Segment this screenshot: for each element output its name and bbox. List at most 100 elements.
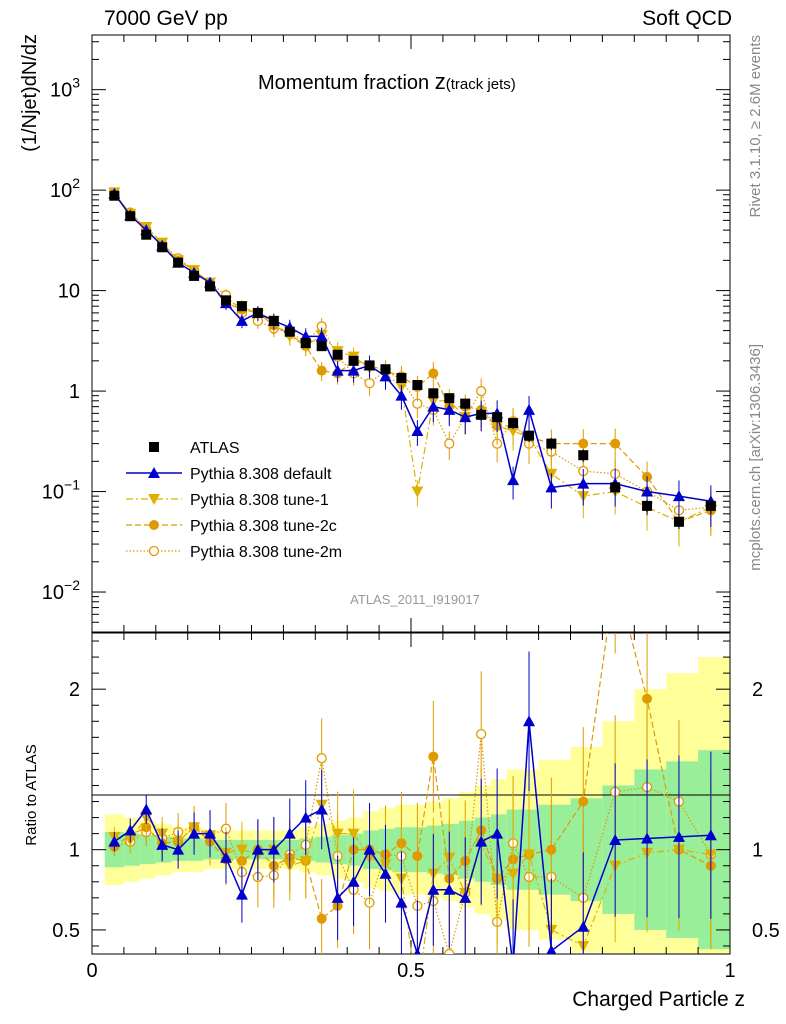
y-tick-label: 1: [69, 381, 80, 403]
data-point: [300, 338, 311, 349]
data-point: [189, 270, 200, 281]
legend-label: Pythia 8.308 tune-1: [190, 492, 329, 509]
mc-point: [316, 365, 327, 376]
ratio-point: [546, 844, 557, 855]
header-right: Soft QCD: [642, 7, 732, 30]
data-point: [332, 349, 343, 360]
main-series: [108, 187, 717, 547]
ratio-point: [610, 572, 620, 582]
data-point: [428, 388, 439, 399]
band-inner: [187, 838, 204, 861]
band-inner: [570, 798, 603, 902]
ratio-point: [363, 843, 376, 855]
ratio-point: [251, 843, 264, 855]
analysis-id: ATLAS_2011_I919017: [350, 592, 480, 607]
mc-point: [577, 477, 590, 489]
ratio-point: [156, 838, 169, 850]
ratio-point: [609, 834, 622, 846]
x-tick-label: 1: [724, 960, 735, 982]
data-point: [508, 418, 519, 429]
ratio-y-axis: 0.5 0.5 1 1 2 2: [52, 640, 780, 947]
mc-point: [507, 474, 520, 486]
mcplots-label: mcplots.cern.ch [arXiv:1306.3436]: [747, 344, 764, 571]
ratio-point: [459, 891, 472, 903]
main-y-axis: 10−2 10−1 1 10 102 103: [42, 41, 730, 633]
y-tick-label: 103: [50, 75, 80, 102]
ratio-point: [491, 827, 504, 839]
data-point: [268, 315, 279, 326]
data-point: [578, 450, 589, 461]
data-point: [380, 364, 391, 375]
legend-label: Pythia 8.308 default: [190, 466, 332, 483]
ratio-point: [299, 855, 312, 867]
ratio-point: [395, 896, 408, 908]
ratio-point: [577, 920, 590, 932]
ratio-point: [316, 913, 327, 924]
data-point: [412, 379, 423, 390]
ratio-point: [331, 891, 344, 903]
mc-point: [578, 438, 589, 449]
mc-point: [444, 438, 455, 449]
ratio-tick-label: 2: [69, 679, 80, 701]
ratio-point: [672, 830, 685, 842]
data-point: [205, 281, 216, 292]
data-point: [396, 372, 407, 383]
mc-point: [411, 486, 424, 498]
legend-marker: [149, 442, 159, 452]
data-point: [524, 430, 535, 441]
ratio-point: [578, 796, 589, 807]
x-tick-label: 0.5: [397, 960, 425, 982]
series-0: [109, 190, 716, 530]
data-point: [252, 307, 263, 318]
mc-point: [672, 490, 685, 502]
data-point: [444, 393, 455, 404]
mc-point: [395, 389, 408, 401]
ratio-point: [347, 875, 360, 887]
ratio-y-label: Ratio to ATLAS: [23, 744, 40, 845]
ratio-point: [331, 828, 344, 840]
mc-point: [427, 400, 440, 412]
mc-point: [379, 370, 392, 382]
mc-point: [331, 364, 344, 376]
data-point: [284, 326, 295, 337]
data-point: [173, 257, 184, 268]
band-inner: [395, 827, 411, 873]
legend: ATLAS Pythia 8.308 default Pythia 8.308 tu…: [126, 440, 342, 561]
ratio-point: [267, 843, 280, 855]
legend-label: Pythia 8.308 tune-2m: [190, 544, 342, 561]
legend-marker: [148, 545, 160, 557]
mc-point: [641, 485, 654, 497]
y-tick-label: 10−1: [42, 477, 80, 504]
data-point: [220, 295, 231, 306]
chart-title: Momentum fraction z(track jets): [258, 69, 516, 94]
mc-point: [411, 425, 424, 437]
ratio-tick-label: 0.5: [52, 920, 80, 942]
data-point: [109, 190, 120, 201]
legend-marker: [148, 494, 160, 505]
data-point: [157, 242, 168, 253]
data-point: [476, 409, 487, 420]
ratio-point: [316, 753, 327, 764]
band-inner: [442, 823, 459, 876]
mc-point: [545, 481, 558, 493]
rivet-label: Rivet 3.1.10, ≥ 2.6M events: [747, 35, 764, 218]
ratio-point: [523, 715, 536, 727]
data-point: [460, 398, 471, 409]
data-point: [316, 341, 327, 352]
ratio-tick-label-right: 1: [752, 840, 763, 862]
y-tick-label: 10−2: [42, 577, 80, 604]
data-point: [705, 500, 716, 511]
ratio-point: [523, 849, 536, 861]
ratio-point: [188, 827, 201, 839]
mc-point: [523, 403, 536, 415]
legend-label: Pythia 8.308 tune-2c: [190, 518, 337, 535]
mc-point: [610, 438, 621, 449]
ratio-point: [507, 868, 520, 880]
series-line: [113, 194, 712, 523]
ratio-series-0: [108, 651, 717, 954]
legend-marker: [149, 520, 159, 530]
ratio-point: [444, 948, 455, 954]
data-point: [125, 211, 136, 222]
ratio-point: [443, 883, 456, 895]
mc-point: [459, 411, 472, 423]
